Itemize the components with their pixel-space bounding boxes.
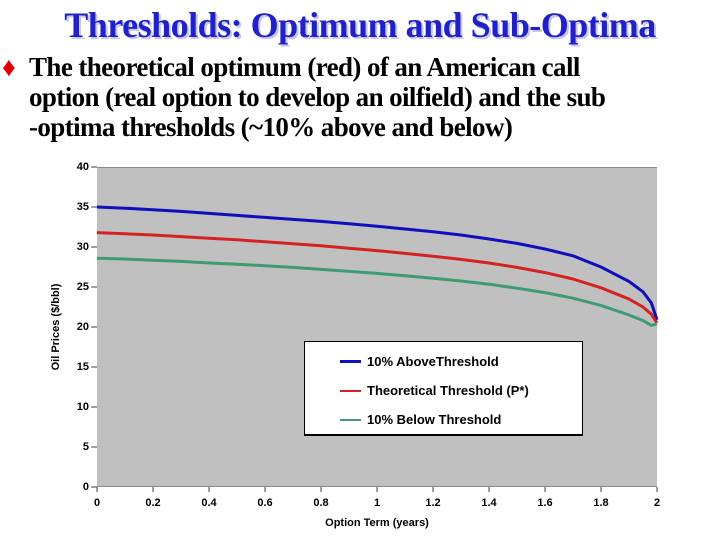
y-tick-label: 25 — [76, 281, 89, 293]
legend-label: 10% Below Threshold — [367, 412, 502, 427]
x-tick-label: 2 — [653, 497, 661, 509]
x-tick-label: 0.2 — [145, 497, 161, 509]
bullet-text-line: -optima thresholds (~10% above and below… — [29, 112, 513, 142]
y-tick-label: 0 — [82, 481, 89, 493]
x-tick-label: 1.8 — [593, 497, 609, 509]
curves-canvas — [91, 166, 659, 492]
x-axis-title: Option Term (years) — [325, 517, 429, 529]
legend-row: 10% AboveThreshold — [305, 347, 582, 376]
x-tick-label: 0.8 — [313, 497, 329, 509]
below-threshold-line-icon — [340, 418, 361, 421]
y-tick-label: 40 — [76, 161, 89, 173]
y-tick-label: 5 — [82, 441, 89, 453]
y-tick-label: 10 — [76, 401, 89, 413]
y-tick-label: 35 — [76, 201, 89, 213]
slide-title: Thresholds: Optimum and Sub-Optima — [64, 5, 656, 45]
y-tick-label: 30 — [76, 241, 89, 253]
threshold-chart: Oil Prices ($/bbl) 10% AboveThreshold Th… — [0, 155, 720, 540]
y-tick-label: 15 — [76, 361, 89, 373]
plot-area: 10% AboveThreshold Theoretical Threshold… — [91, 166, 659, 492]
theoretical-threshold-line-icon — [340, 389, 361, 392]
x-tick-label: 0 — [93, 497, 101, 509]
legend-label: 10% AboveThreshold — [367, 354, 499, 369]
series-line — [96, 205, 659, 321]
above-threshold-line-icon — [340, 360, 361, 363]
legend-row: 10% Below Threshold — [305, 405, 582, 434]
x-tick-label: 0.6 — [257, 497, 273, 509]
bullet-block: ♦ The theoretical optimum (red) of an Am… — [0, 52, 716, 142]
legend-label: Theoretical Threshold (P*) — [367, 383, 529, 398]
bullet-text-line: The theoretical optimum (red) of an Amer… — [29, 52, 580, 82]
series-line — [96, 231, 659, 324]
x-tick-label: 1.4 — [481, 497, 497, 509]
series-line — [96, 256, 658, 327]
x-tick-label: 1.6 — [537, 497, 553, 509]
y-tick-label: 20 — [76, 321, 89, 333]
x-tick-label: 1 — [373, 497, 381, 509]
x-tick-label: 0.4 — [201, 497, 217, 509]
x-tick-label: 1.2 — [425, 497, 441, 509]
bullet-text-line: option (real option to develop an oilfie… — [29, 82, 606, 112]
bullet-text: The theoretical optimum (red) of an Amer… — [29, 52, 716, 142]
diamond-bullet-icon: ♦ — [2, 52, 16, 82]
chart-legend: 10% AboveThreshold Theoretical Threshold… — [304, 341, 583, 436]
legend-row: Theoretical Threshold (P*) — [305, 376, 582, 405]
